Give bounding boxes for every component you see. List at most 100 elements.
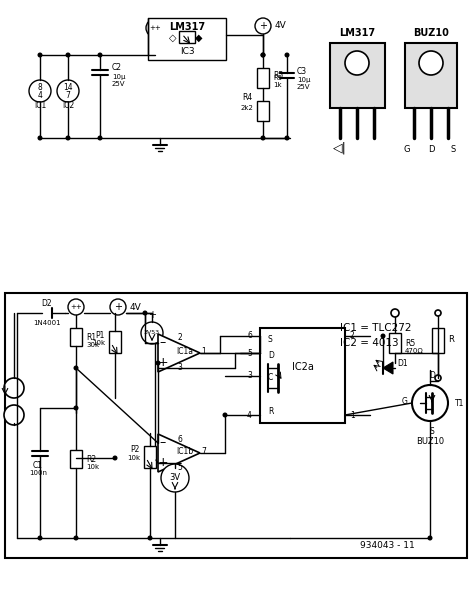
Bar [330,43,385,108]
Bar [144,446,156,468]
Circle shape [261,53,265,57]
Text: P2: P2 [131,446,140,454]
Circle shape [68,299,84,315]
Circle shape [148,536,152,540]
Text: 10µ: 10µ [112,74,126,80]
Circle shape [261,136,265,140]
Text: 3V53: 3V53 [144,331,160,335]
Bar [70,450,82,468]
Text: IC1: IC1 [34,100,46,109]
Circle shape [141,322,163,344]
Text: 6: 6 [247,331,252,340]
Text: BUZ10: BUZ10 [413,28,449,38]
Text: C2: C2 [112,63,122,72]
Text: 2: 2 [350,331,355,340]
Circle shape [285,136,289,140]
Text: 470Ω: 470Ω [405,348,424,354]
Text: 10k: 10k [127,455,140,461]
Circle shape [345,51,369,75]
Text: +: + [148,310,156,320]
Text: +: + [158,456,168,469]
Text: 1: 1 [350,410,355,420]
Text: 6: 6 [178,435,182,444]
Text: 10µ: 10µ [297,77,310,83]
Text: 4: 4 [37,90,43,99]
Text: R5: R5 [273,75,282,81]
Circle shape [419,51,443,75]
Text: 2: 2 [178,334,182,343]
Circle shape [38,136,42,140]
Text: 5: 5 [178,462,182,471]
Text: 3V: 3V [169,474,181,483]
Circle shape [146,19,164,37]
Text: 10k: 10k [86,464,99,470]
Text: D2: D2 [42,300,52,309]
Bar [257,68,269,88]
Circle shape [74,366,78,370]
Bar [257,101,269,121]
Text: IC3: IC3 [180,47,194,56]
Polygon shape [383,362,393,374]
Circle shape [98,53,102,57]
Bar [389,333,401,353]
Text: R: R [448,335,454,344]
Text: LM317: LM317 [169,22,205,32]
Text: –: – [160,437,166,450]
Text: G: G [404,145,410,154]
Text: 4V: 4V [130,303,142,312]
Text: R4: R4 [243,93,253,102]
Text: D1: D1 [398,358,408,368]
Text: +: + [259,21,267,31]
Text: BUZ10: BUZ10 [416,437,444,446]
Text: 25V: 25V [112,81,126,87]
Text: 8: 8 [37,83,42,91]
Text: 1k: 1k [273,82,282,88]
Bar [260,328,345,423]
Circle shape [161,464,189,492]
Circle shape [412,385,448,421]
Bar [70,328,82,346]
Text: C1: C1 [33,460,43,469]
Text: 30k: 30k [86,342,99,348]
Text: D: D [428,145,434,154]
Polygon shape [158,334,200,372]
Text: 7: 7 [65,90,71,99]
Text: R5: R5 [405,338,415,347]
Text: IC2 = 4013: IC2 = 4013 [340,338,399,348]
Bar [5,293,467,558]
Circle shape [156,361,160,365]
Text: G: G [402,396,408,405]
Text: IC1a: IC1a [176,346,193,355]
Text: 100n: 100n [29,470,47,476]
Bar [109,331,121,353]
Bar [148,18,226,60]
Circle shape [435,375,441,381]
Text: ◁|: ◁| [333,142,347,154]
Circle shape [38,53,42,57]
Circle shape [4,405,24,425]
Text: 25V: 25V [297,84,310,90]
Text: –: – [160,337,166,349]
Circle shape [74,536,78,540]
Text: R5: R5 [273,72,283,81]
Text: ++: ++ [149,25,161,31]
Bar [432,328,444,353]
Bar [405,43,457,108]
Text: LM317: LM317 [339,28,375,38]
Text: R2: R2 [86,454,96,463]
Text: T1: T1 [455,398,465,407]
Text: +: + [158,356,168,370]
Polygon shape [158,434,200,472]
Circle shape [428,536,432,540]
Text: ++: ++ [70,304,82,310]
Text: R: R [268,407,273,416]
Text: 4V: 4V [275,22,287,30]
Bar [179,31,195,43]
Text: D: D [268,352,274,361]
Circle shape [110,299,126,315]
Text: IC1b: IC1b [176,447,193,456]
Text: 1: 1 [201,346,206,355]
Circle shape [4,378,24,398]
Text: 5: 5 [247,349,252,358]
Text: C3: C3 [297,66,307,75]
